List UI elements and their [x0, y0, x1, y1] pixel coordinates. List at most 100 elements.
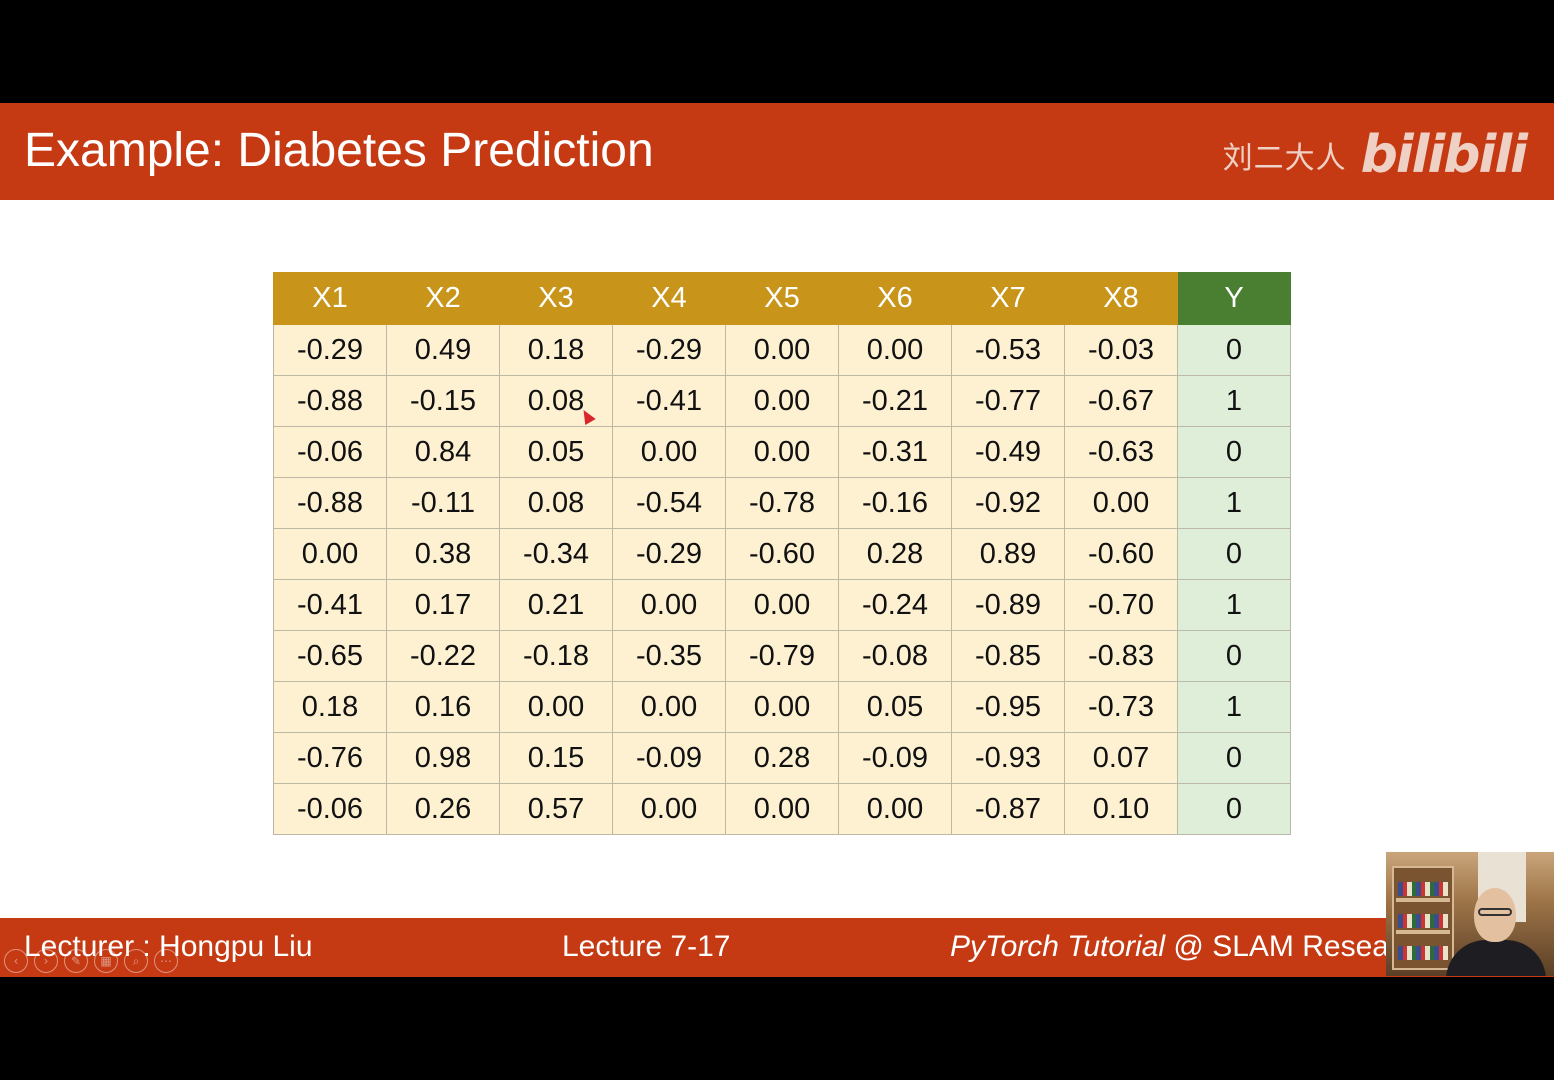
watermark: 刘二大人 bilibili — [1222, 129, 1528, 181]
slides-grid-icon[interactable]: ▦ — [94, 949, 118, 973]
column-header-y: Y — [1177, 272, 1291, 325]
table-row: 0.00 0.38 -0.34 -0.29 -0.60 0.28 0.89 -0.60 0 — [273, 528, 1291, 580]
table-row: -0.88 -0.11 0.08 -0.54 -0.78 -0.16 -0.92 0.00 1 — [273, 477, 1291, 529]
feature-cell: 0.00 — [838, 324, 952, 376]
feature-cell: -0.88 — [273, 375, 387, 427]
feature-cell: -0.03 — [1064, 324, 1178, 376]
feature-cell: -0.83 — [1064, 630, 1178, 682]
feature-cell: 0.00 — [612, 579, 726, 631]
footer-bar: Lecturer : Hongpu Liu Lecture 7-17 PyTor… — [0, 918, 1554, 977]
feature-cell: -0.34 — [499, 528, 613, 580]
column-header-x7: X7 — [951, 272, 1065, 325]
pen-icon[interactable]: ✎ — [64, 949, 88, 973]
feature-cell: 0.00 — [725, 426, 839, 478]
feature-cell: 0.00 — [612, 426, 726, 478]
course-label: PyTorch Tutorial @ SLAM Resea — [950, 928, 1389, 966]
feature-cell: -0.53 — [951, 324, 1065, 376]
feature-cell: -0.09 — [838, 732, 952, 784]
feature-cell: -0.15 — [386, 375, 500, 427]
feature-cell: -0.76 — [273, 732, 387, 784]
feature-cell: -0.49 — [951, 426, 1065, 478]
feature-cell: 0.57 — [499, 783, 613, 835]
feature-cell: -0.22 — [386, 630, 500, 682]
table-row: -0.88 -0.15 0.08 -0.41 0.00 -0.21 -0.77 -0.67 1 — [273, 375, 1291, 427]
table-row: -0.06 0.84 0.05 0.00 0.00 -0.31 -0.49 -0.63 0 — [273, 426, 1291, 478]
feature-cell: 0.05 — [838, 681, 952, 733]
slide-title: Example: Diabetes Prediction — [24, 124, 654, 177]
column-header-x5: X5 — [725, 272, 839, 325]
more-icon[interactable]: ⋯ — [154, 949, 178, 973]
feature-cell: -0.18 — [499, 630, 613, 682]
feature-cell: 0.00 — [725, 681, 839, 733]
feature-cell: 0.84 — [386, 426, 500, 478]
feature-cell: -0.29 — [612, 324, 726, 376]
feature-cell: -0.29 — [612, 528, 726, 580]
table-header-row: X1 X2 X3 X4 X5 X6 X7 X8 Y — [273, 272, 1291, 325]
glasses-icon — [1478, 908, 1512, 916]
table-row: -0.06 0.26 0.57 0.00 0.00 0.00 -0.87 0.10 0 — [273, 783, 1291, 835]
feature-cell: -0.06 — [273, 783, 387, 835]
table-row: -0.65 -0.22 -0.18 -0.35 -0.79 -0.08 -0.85 -0.83… — [273, 630, 1291, 682]
feature-cell: -0.65 — [273, 630, 387, 682]
label-cell: 0 — [1177, 426, 1291, 478]
feature-cell: 0.49 — [386, 324, 500, 376]
feature-cell: -0.16 — [838, 477, 952, 529]
feature-cell: -0.35 — [612, 630, 726, 682]
slide-controls: ‹ › ✎ ▦ ⌕ ⋯ — [4, 949, 178, 973]
feature-cell: 0.00 — [499, 681, 613, 733]
column-header-x2: X2 — [386, 272, 500, 325]
previous-icon[interactable]: ‹ — [4, 949, 28, 973]
feature-cell: -0.67 — [1064, 375, 1178, 427]
feature-cell: -0.06 — [273, 426, 387, 478]
feature-cell: 0.18 — [273, 681, 387, 733]
label-cell: 1 — [1177, 477, 1291, 529]
table-row: -0.41 0.17 0.21 0.00 0.00 -0.24 -0.89 -0.70 1 — [273, 579, 1291, 631]
feature-cell: 0.15 — [499, 732, 613, 784]
feature-cell: -0.60 — [1064, 528, 1178, 580]
feature-cell: 0.17 — [386, 579, 500, 631]
feature-cell: -0.11 — [386, 477, 500, 529]
webcam-overlay — [1386, 852, 1554, 976]
label-cell: 0 — [1177, 630, 1291, 682]
feature-cell: 0.00 — [612, 783, 726, 835]
label-cell: 0 — [1177, 732, 1291, 784]
feature-cell: -0.78 — [725, 477, 839, 529]
feature-cell: -0.89 — [951, 579, 1065, 631]
feature-cell: -0.60 — [725, 528, 839, 580]
feature-cell: 0.10 — [1064, 783, 1178, 835]
feature-cell: 0.00 — [838, 783, 952, 835]
feature-cell: -0.41 — [273, 579, 387, 631]
label-cell: 1 — [1177, 375, 1291, 427]
feature-cell: -0.87 — [951, 783, 1065, 835]
column-header-x3: X3 — [499, 272, 613, 325]
table-row: -0.76 0.98 0.15 -0.09 0.28 -0.09 -0.93 0.07 0 — [273, 732, 1291, 784]
feature-cell: 0.89 — [951, 528, 1065, 580]
title-bar: Example: Diabetes Prediction 刘二大人 bilibi… — [0, 103, 1554, 200]
table-row: -0.29 0.49 0.18 -0.29 0.00 0.00 -0.53 -0.03 0 — [273, 324, 1291, 376]
feature-cell: -0.93 — [951, 732, 1065, 784]
feature-cell: 0.98 — [386, 732, 500, 784]
column-header-x6: X6 — [838, 272, 952, 325]
feature-cell: -0.77 — [951, 375, 1065, 427]
column-header-x1: X1 — [273, 272, 387, 325]
zoom-icon[interactable]: ⌕ — [124, 949, 148, 973]
next-icon[interactable]: › — [34, 949, 58, 973]
label-cell: 0 — [1177, 783, 1291, 835]
course-affiliation: @ SLAM Resea — [1165, 930, 1389, 963]
feature-cell: 0.16 — [386, 681, 500, 733]
feature-cell: -0.88 — [273, 477, 387, 529]
feature-cell: -0.41 — [612, 375, 726, 427]
watermark-author: 刘二大人 — [1222, 141, 1347, 176]
feature-cell: -0.54 — [612, 477, 726, 529]
feature-cell: -0.21 — [838, 375, 952, 427]
feature-cell: -0.85 — [951, 630, 1065, 682]
bookshelf — [1392, 866, 1454, 970]
feature-cell: 0.00 — [725, 579, 839, 631]
feature-cell: 0.00 — [725, 783, 839, 835]
feature-cell: -0.73 — [1064, 681, 1178, 733]
feature-cell: 0.08 — [499, 375, 613, 427]
feature-cell: 0.28 — [838, 528, 952, 580]
label-cell: 1 — [1177, 579, 1291, 631]
feature-cell: 0.00 — [725, 324, 839, 376]
feature-cell: 0.18 — [499, 324, 613, 376]
